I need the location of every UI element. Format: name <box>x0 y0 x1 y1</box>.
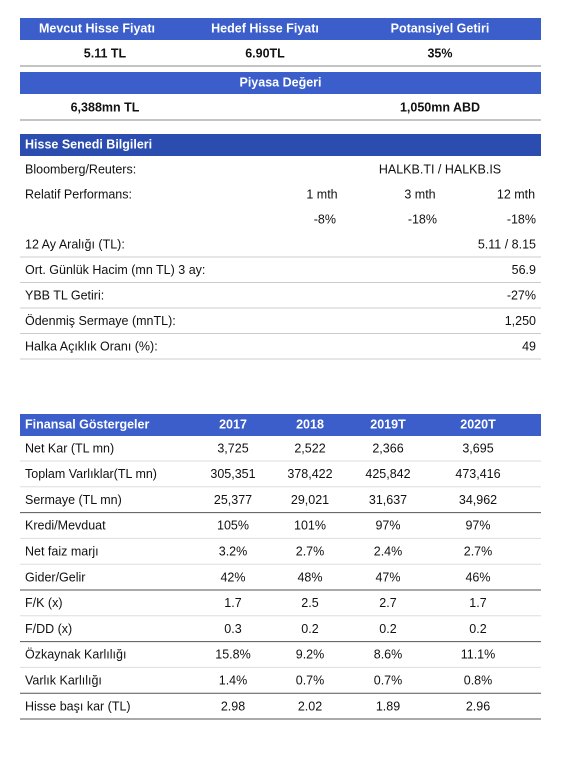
section-title: Finansal Göstergeler <box>25 417 149 431</box>
row-value: -18% <box>408 212 437 226</box>
cell: 1.7 <box>224 596 241 610</box>
cell: 1.4% <box>219 673 248 687</box>
row-value: -27% <box>507 288 536 302</box>
row-label: F/K (x) <box>25 596 63 610</box>
cell: 0.3 <box>224 622 241 636</box>
period-label: 12 mth <box>497 187 535 201</box>
cell: 11.1% <box>461 648 496 662</box>
cell: 15.8% <box>215 648 250 662</box>
row-label: Toplam Varlıklar(TL mn) <box>25 467 157 481</box>
row-label: Halka Açıklık Oranı (%): <box>25 339 158 353</box>
row-label: Özkaynak Karlılığı <box>25 648 126 662</box>
cell: 2.5 <box>301 596 318 610</box>
cell: 8.6% <box>374 648 403 662</box>
cell: 0.2 <box>379 622 396 636</box>
cell: 305,351 <box>210 467 255 481</box>
cell: 3,725 <box>217 441 248 455</box>
cell: 0.8% <box>464 673 493 687</box>
row-value: 5.11 / 8.15 <box>478 237 536 251</box>
cell: 2.96 <box>466 699 490 713</box>
cell: 47% <box>375 570 400 584</box>
cell: 2,522 <box>294 441 325 455</box>
header-bar <box>20 72 541 94</box>
row-label: Bloomberg/Reuters: <box>25 162 136 176</box>
header-cell: Mevcut Hisse Fiyatı <box>39 21 155 35</box>
header-cell: Piyasa Değeri <box>240 75 322 89</box>
row-label: Net faiz marjı <box>25 544 99 558</box>
cell: 2,366 <box>372 441 403 455</box>
header-bar <box>20 18 541 40</box>
row-value: HALKB.TI / HALKB.IS <box>379 162 501 176</box>
period-label: 3 mth <box>404 187 435 201</box>
row-label: Ödenmiş Sermaye (mnTL): <box>25 314 176 328</box>
cell: 2.4% <box>374 544 403 558</box>
row-value: 1,250 <box>505 314 536 328</box>
row-label: Ort. Günlük Hacim (mn TL) 3 ay: <box>25 263 205 277</box>
row-label: Net Kar (TL mn) <box>25 441 114 455</box>
cell: 2.98 <box>221 699 245 713</box>
header-cell: Hedef Hisse Fiyatı <box>211 21 319 35</box>
row-label: Relatif Performans: <box>25 187 132 201</box>
cell: 3,695 <box>462 441 493 455</box>
column-header: 2020T <box>460 417 496 431</box>
row-value: -8% <box>314 212 336 226</box>
cell: 9.2% <box>296 648 325 662</box>
cell: 3.2% <box>219 544 248 558</box>
cell: 378,422 <box>287 467 332 481</box>
value-cell: 1,050mn ABD <box>400 100 480 114</box>
section-header <box>20 134 541 156</box>
cell: 101% <box>294 519 326 533</box>
cell: 29,021 <box>291 493 329 507</box>
cell: 0.2 <box>301 622 318 636</box>
cell: 31,637 <box>369 493 407 507</box>
row-value: 56.9 <box>512 263 536 277</box>
row-label: F/DD (x) <box>25 622 72 636</box>
cell: 2.7 <box>379 596 396 610</box>
row-label: Varlık Karlılığı <box>25 673 102 687</box>
cell: 473,416 <box>455 467 500 481</box>
cell: 1.7 <box>469 596 486 610</box>
row-label: Gider/Gelir <box>25 570 85 584</box>
cell: 25,377 <box>214 493 252 507</box>
row-label: 12 Ay Aralığı (TL): <box>25 237 125 251</box>
cell: 0.7% <box>296 673 325 687</box>
cell: 97% <box>375 519 400 533</box>
cell: 48% <box>297 570 322 584</box>
row-value: 49 <box>522 339 536 353</box>
cell: 34,962 <box>459 493 497 507</box>
header-cell: Potansiyel Getiri <box>391 21 490 35</box>
cell: 46% <box>465 570 490 584</box>
cell: 97% <box>465 519 490 533</box>
row-label: Kredi/Mevduat <box>25 519 106 533</box>
cell: 105% <box>217 519 249 533</box>
cell: 0.7% <box>374 673 403 687</box>
cell: 2.7% <box>296 544 325 558</box>
section-title: Hisse Senedi Bilgileri <box>25 137 152 151</box>
row-value: -18% <box>507 212 536 226</box>
value-cell: 6,388mn TL <box>71 100 140 114</box>
cell: 42% <box>220 570 245 584</box>
cell: 2.7% <box>464 544 493 558</box>
row-label: Sermaye (TL mn) <box>25 493 122 507</box>
column-header: 2018 <box>296 417 324 431</box>
section-header <box>20 414 541 436</box>
column-header: 2019T <box>370 417 406 431</box>
row-label: YBB TL Getiri: <box>25 288 104 302</box>
column-header: 2017 <box>219 417 247 431</box>
row-label: Hisse başı kar (TL) <box>25 699 131 713</box>
cell: 425,842 <box>365 467 410 481</box>
value-cell: 5.11 TL <box>84 46 127 60</box>
period-label: 1 mth <box>306 187 337 201</box>
cell: 0.2 <box>469 622 486 636</box>
cell: 1.89 <box>376 699 400 713</box>
value-cell: 6.90TL <box>245 46 285 60</box>
cell: 2.02 <box>298 699 322 713</box>
value-cell: 35% <box>427 46 452 60</box>
